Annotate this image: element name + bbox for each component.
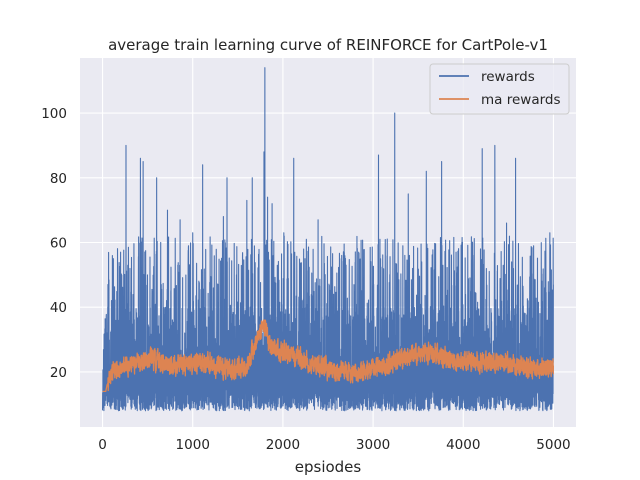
y-tick-label: 100 xyxy=(41,106,67,122)
y-tick-label: 20 xyxy=(50,365,67,381)
y-tick-label: 60 xyxy=(50,236,67,252)
series-line-ma-rewards xyxy=(101,319,555,393)
x-tick-label: 5000 xyxy=(536,437,570,453)
y-tick-label: 40 xyxy=(50,300,67,316)
x-tick-label: 0 xyxy=(98,437,107,453)
x-axis-label: epsiodes xyxy=(295,458,362,476)
y-axis-ticks: 20 40 60 80 100 xyxy=(41,106,67,381)
series-line-rewards xyxy=(102,67,554,412)
legend[interactable]: rewards ma rewards xyxy=(429,63,570,115)
x-tick-label: 1000 xyxy=(176,437,210,453)
x-axis-ticks: 0 1000 2000 3000 4000 5000 xyxy=(98,437,570,453)
x-tick-label: 3000 xyxy=(356,437,390,453)
legend-label-ma-rewards: ma rewards xyxy=(481,92,561,108)
legend-label-rewards: rewards xyxy=(481,69,535,85)
x-tick-label: 2000 xyxy=(266,437,300,453)
x-tick-label: 4000 xyxy=(446,437,480,453)
chart-title: average train learning curve of REINFORC… xyxy=(108,36,548,54)
y-tick-label: 80 xyxy=(50,171,67,187)
series-layer xyxy=(101,67,555,412)
